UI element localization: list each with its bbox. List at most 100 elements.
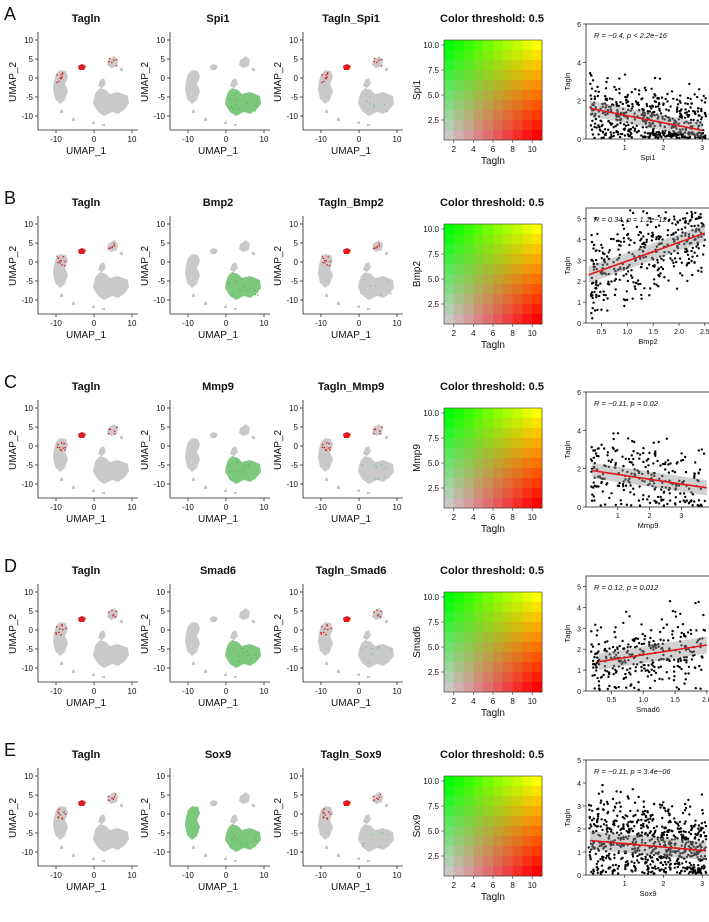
umap-cluster [234,676,237,678]
scatter-point [673,249,676,252]
scatter-point [633,825,636,828]
scatter-point [658,803,662,806]
scatter-point [638,457,641,460]
umap-y-tick-label: -10 [21,664,33,673]
umap-cell [372,432,375,435]
scatter-point [671,117,674,121]
scatter-point [687,665,691,669]
scatter-point [662,639,665,642]
blend-cell [483,478,494,489]
blend-cell [512,632,523,643]
scatter-point [663,830,666,834]
scatter-point [675,871,679,874]
umap-cell [324,77,327,79]
umap-cell [326,817,328,819]
umap-y-label: UMAP_2 [8,798,19,838]
umap-cell [255,652,258,654]
scatter-point [672,679,676,682]
umap-cell [373,464,376,467]
blend-cell [512,408,523,419]
scatter-point [650,663,653,666]
umap-title: Tagln [72,565,101,577]
scatter-point [619,659,623,662]
scatter-point [643,634,647,638]
umap-cluster [98,78,106,88]
umap-cell [374,285,377,288]
umap-cell [113,796,116,798]
umap-cell [329,813,332,815]
scatter-point [633,285,636,288]
scatter-point [628,827,631,831]
scatter-point [591,294,594,297]
scatter-x-tick-label: 1 [616,513,620,520]
scatter-point [650,838,654,841]
scatter-point [608,647,611,650]
scatter-point [646,811,649,814]
scatter-point [664,867,667,870]
scatter-point [603,503,607,506]
umap-cluster [318,438,333,472]
blend-cell [532,856,543,867]
scatter-point [639,648,642,651]
blend-cell [512,672,523,683]
scatter-point [613,805,617,808]
umap-cell [362,845,365,848]
scatter-point [614,88,618,91]
umap-cell [256,291,258,293]
scatter-point [667,463,670,466]
scatter-point [603,649,606,652]
umap-cluster [357,489,360,492]
blend-cell [444,304,455,315]
blend-cell [453,50,464,61]
umap-cell [376,797,378,800]
scatter-point [657,214,660,218]
scatter-point [683,822,686,825]
blend-cell [473,488,484,499]
scatter-point [692,118,695,122]
blend-cell [512,826,523,837]
scatter-point [654,846,658,850]
scatter-point [693,110,696,114]
umap-title: Tagln [72,197,101,209]
umap-cell [241,843,243,846]
scatter-point [616,130,620,134]
scatter-point [616,111,619,114]
umap-cell [64,260,66,263]
umap-cell [108,57,111,60]
scatter-point [630,136,633,139]
blend-cell [463,846,474,857]
blend-cell [512,592,523,603]
scatter-point [614,269,617,273]
scatter-point [637,471,641,475]
scatter-y-tick-label: 1 [577,850,581,857]
scatter-point [598,249,601,253]
scatter-point [630,107,633,111]
scatter-point [636,835,639,838]
scatter-point [644,135,647,139]
blend-panel: Color threshold: 0.52 4 6 8 102.55.07.510.0T… [412,565,544,719]
scatter-point [591,317,594,320]
scatter-point [627,825,630,828]
blend-cell [473,70,484,81]
blend-cell [463,254,474,265]
blend-cell [444,592,455,603]
umap-y-label: UMAP_2 [140,614,151,654]
scatter-point [671,609,675,613]
umap-cluster [252,620,255,623]
scatter-y-tick-label: 2 [577,647,581,654]
scatter-point [627,108,630,112]
umap-cell [249,659,252,662]
scatter-point [606,263,609,266]
scatter-point [677,660,680,663]
scatter-point [668,130,671,134]
scatter-point [663,276,666,279]
scatter-point [625,267,628,270]
scatter-point [671,633,674,636]
scatter-point [657,658,661,662]
scatter-point [669,257,672,260]
scatter-point [631,829,634,833]
blend-cell [453,80,464,91]
umap-cell [109,247,111,249]
scatter-point [668,866,671,869]
scatter-point [678,651,681,654]
